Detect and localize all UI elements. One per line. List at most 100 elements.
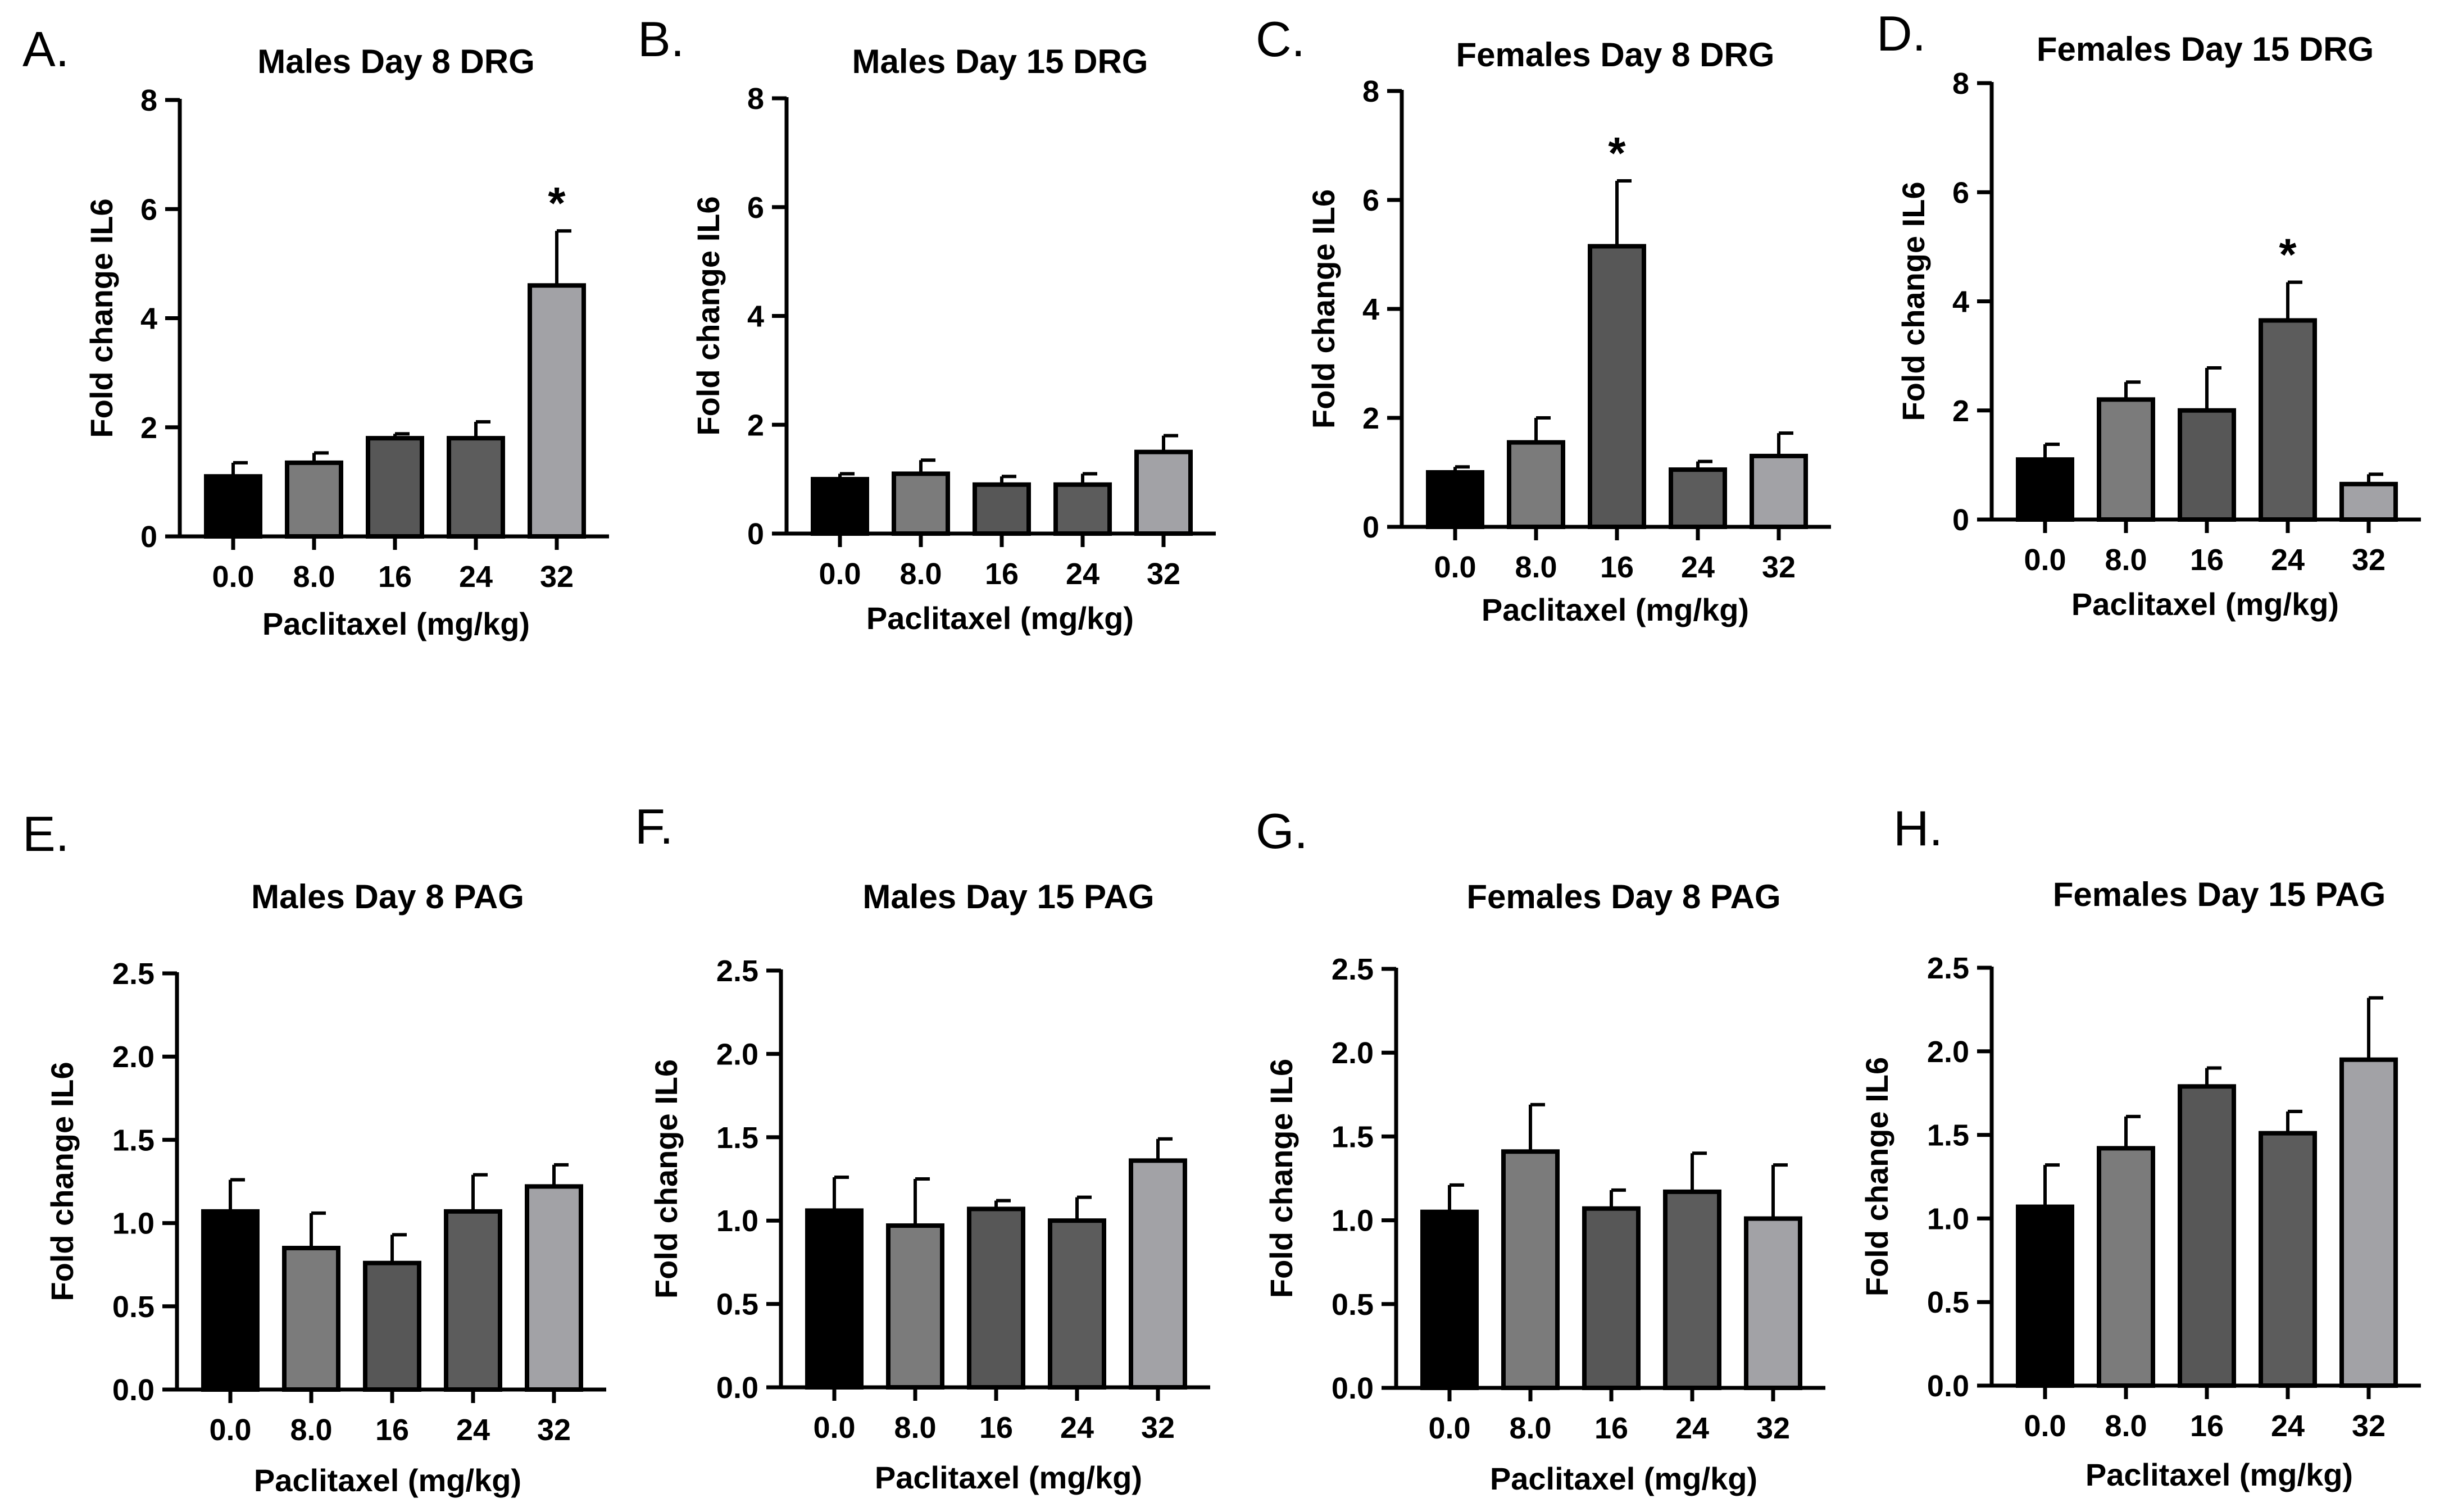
x-tick-label: 8.0 <box>2105 1409 2147 1443</box>
x-tick-label: 8.0 <box>894 1411 936 1445</box>
y-tick-label: 2.5 <box>112 957 155 991</box>
y-tick-label: 2 <box>140 411 157 445</box>
x-tick-label: 32 <box>1147 557 1180 591</box>
panel-letter: D. <box>1877 6 1926 61</box>
chart-title: Females Day 15 DRG <box>2037 30 2374 68</box>
y-tick-label: 0 <box>140 520 157 554</box>
bar-32 <box>1744 1216 1802 1390</box>
bar-16 <box>2178 408 2236 522</box>
x-tick-label: 0.0 <box>212 560 254 594</box>
y-tick-label: 1.0 <box>1927 1202 1969 1236</box>
bar-16 <box>2178 1084 2236 1388</box>
bar-8.0 <box>886 1223 944 1390</box>
panel-G: G. Females Day 8 PAG 0.0 0.5 1.0 1.5 2.0 2.5 Fol… <box>1256 803 1825 1496</box>
chart-title: Males Day 8 DRG <box>257 43 535 80</box>
y-tick-label: 2.0 <box>1332 1036 1374 1070</box>
y-axis-label: Fold change IL6 <box>44 1062 80 1301</box>
bar-8.0 <box>2097 397 2155 522</box>
x-tick-label: 24 <box>2271 1409 2305 1443</box>
x-axis-label: Paclitaxel (mg/kg) <box>1490 1461 1757 1496</box>
bar-8.0 <box>285 460 343 539</box>
panel-H: H. Females Day 15 PAG 0.0 0.5 1.0 1.5 2.0 2.5 Fo… <box>1859 800 2421 1492</box>
bar-0.0 <box>811 477 869 536</box>
y-axis-label: Fold change IL6 <box>1264 1059 1299 1298</box>
y-tick-label: 0 <box>747 517 764 551</box>
y-tick-label: 1.5 <box>716 1121 758 1155</box>
chart-title: Males Day 15 DRG <box>852 43 1148 80</box>
y-axis-label: Fold change IL6 <box>648 1059 684 1299</box>
x-tick-label: 16 <box>979 1411 1013 1445</box>
significance-mark: * <box>548 178 566 228</box>
x-axis-label: Paclitaxel (mg/kg) <box>866 600 1134 636</box>
bar-0.0 <box>1426 470 1484 529</box>
x-tick-label: 32 <box>2352 543 2386 577</box>
x-tick-label: 32 <box>2352 1409 2386 1443</box>
chart-title: Females Day 8 PAG <box>1466 878 1780 916</box>
y-tick-label: 0.0 <box>112 1373 155 1407</box>
y-tick-label: 2.0 <box>1927 1035 1969 1069</box>
x-tick-label: 8.0 <box>1515 550 1557 584</box>
bar-24 <box>2259 318 2317 522</box>
x-tick-label: 0.0 <box>1428 1411 1470 1445</box>
x-tick-label: 24 <box>459 560 493 594</box>
y-tick-label: 2.5 <box>1332 953 1374 986</box>
bar-0.0 <box>1420 1209 1479 1390</box>
x-tick-label: 32 <box>537 1413 571 1447</box>
x-tick-label: 16 <box>2190 543 2224 577</box>
y-tick-label: 1.0 <box>716 1204 758 1238</box>
x-tick-label: 32 <box>1756 1411 1790 1445</box>
panel-letter: H. <box>1893 800 1943 856</box>
y-axis-label: Fold change IL6 <box>1859 1057 1894 1296</box>
y-tick-label: 0.5 <box>112 1290 155 1324</box>
y-tick-label: 1.0 <box>1332 1204 1374 1238</box>
bar-32 <box>1750 453 1808 530</box>
x-tick-label: 16 <box>378 560 412 594</box>
x-tick-label: 16 <box>375 1413 409 1447</box>
bar-8.0 <box>282 1246 340 1392</box>
bar-0.0 <box>201 1209 260 1392</box>
y-tick-label: 0 <box>1952 503 1969 537</box>
bar-24 <box>1663 1189 1721 1391</box>
y-tick-label: 0.0 <box>1927 1369 1969 1403</box>
bar-0.0 <box>805 1208 864 1390</box>
y-axis-label: Fold change IL6 <box>84 198 119 438</box>
panel-E: E. Males Day 8 PAG 0.0 0.5 1.0 1.5 2.0 2.5 Fold … <box>22 806 606 1498</box>
x-axis-label: Paclitaxel (mg/kg) <box>262 606 530 641</box>
y-tick-label: 0 <box>1362 511 1379 544</box>
x-tick-label: 8.0 <box>2105 543 2147 577</box>
bar-24 <box>1669 467 1727 530</box>
bar-0.0 <box>204 474 262 539</box>
bar-32 <box>2339 481 2398 522</box>
y-tick-label: 2.0 <box>112 1040 155 1074</box>
x-axis-label: Paclitaxel (mg/kg) <box>1482 592 1749 627</box>
x-tick-label: 0.0 <box>1434 550 1476 584</box>
y-tick-label: 2 <box>1362 402 1379 435</box>
x-tick-label: 0.0 <box>209 1413 251 1447</box>
y-tick-label: 0.5 <box>716 1288 758 1322</box>
x-tick-label: 0.0 <box>2024 1409 2066 1443</box>
x-tick-label: 16 <box>1594 1411 1628 1445</box>
x-tick-label: 8.0 <box>290 1413 332 1447</box>
bar-32 <box>1129 1158 1187 1390</box>
x-axis-label: Paclitaxel (mg/kg) <box>2086 1457 2353 1492</box>
chart-title: Females Day 15 PAG <box>2053 876 2386 913</box>
x-tick-label: 24 <box>1066 557 1099 591</box>
x-tick-label: 8.0 <box>293 560 335 594</box>
bar-32 <box>525 1184 583 1392</box>
panel-letter: F. <box>635 799 673 854</box>
chart-title: Females Day 8 DRG <box>1456 36 1775 74</box>
bar-32 <box>528 283 586 539</box>
y-tick-label: 8 <box>140 84 157 117</box>
y-axis-label: Fold change IL6 <box>1306 189 1341 429</box>
panel-letter: E. <box>22 806 69 862</box>
chart-title: Males Day 15 PAG <box>862 878 1154 916</box>
bar-16 <box>1588 244 1646 529</box>
x-tick-label: 0.0 <box>819 557 861 591</box>
y-tick-label: 4 <box>1952 285 1969 319</box>
y-tick-label: 6 <box>1362 184 1379 217</box>
y-tick-label: 4 <box>140 302 157 336</box>
x-axis-label: Paclitaxel (mg/kg) <box>254 1463 521 1498</box>
bar-16 <box>967 1206 1025 1390</box>
bar-16 <box>363 1260 421 1392</box>
